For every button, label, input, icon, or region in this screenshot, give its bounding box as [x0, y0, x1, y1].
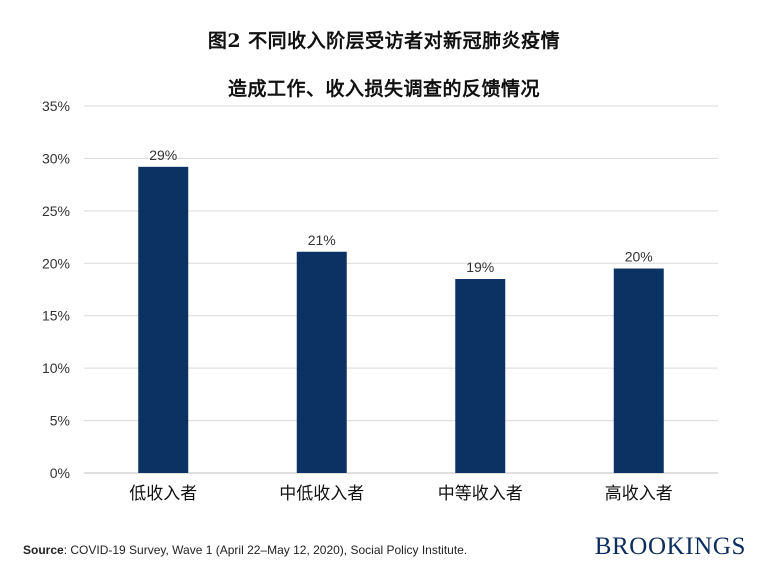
- brookings-logo: BROOKINGS: [594, 533, 746, 560]
- y-tick-label: 10%: [42, 360, 70, 376]
- chart-title-line-2: 造成工作、收入损失调查的反馈情况: [227, 78, 540, 100]
- source-label: Source: [23, 543, 64, 557]
- x-tick-label: 高收入者: [605, 484, 673, 504]
- bar: [296, 251, 347, 473]
- data-label: 20%: [625, 249, 653, 265]
- bar: [455, 279, 506, 473]
- data-labels: 29% 21% 19% 20%: [149, 147, 653, 275]
- x-axis-tick-labels: 低收入者 中低收入者 中等收入者 高收入者: [129, 484, 673, 504]
- source-text: : COVID-19 Survey, Wave 1 (April 22–May …: [63, 543, 468, 557]
- data-label: 21%: [308, 232, 336, 248]
- y-tick-label: 0%: [50, 465, 70, 481]
- source-note: Source: COVID-19 Survey, Wave 1 (April 2…: [23, 543, 467, 557]
- y-tick-label: 35%: [42, 98, 70, 114]
- y-tick-label: 30%: [42, 150, 70, 166]
- y-tick-label: 20%: [42, 255, 70, 271]
- data-label: 19%: [466, 259, 494, 275]
- y-tick-label: 15%: [42, 308, 70, 324]
- y-axis-tick-labels: 0% 5% 10% 15% 20% 25% 30% 35%: [42, 98, 70, 481]
- gridlines: [84, 105, 718, 474]
- bar: [613, 268, 664, 473]
- chart-title-line-1: 图2 不同收入阶层受访者对新冠肺炎疫情: [207, 30, 561, 52]
- y-tick-label: 25%: [42, 203, 70, 219]
- bars: [138, 166, 664, 473]
- bar: [138, 166, 189, 473]
- x-tick-label: 中等收入者: [438, 484, 523, 504]
- data-label: 29%: [149, 147, 177, 163]
- x-tick-label: 低收入者: [129, 484, 197, 504]
- y-tick-label: 5%: [50, 413, 70, 429]
- x-tick-label: 中低收入者: [279, 484, 364, 504]
